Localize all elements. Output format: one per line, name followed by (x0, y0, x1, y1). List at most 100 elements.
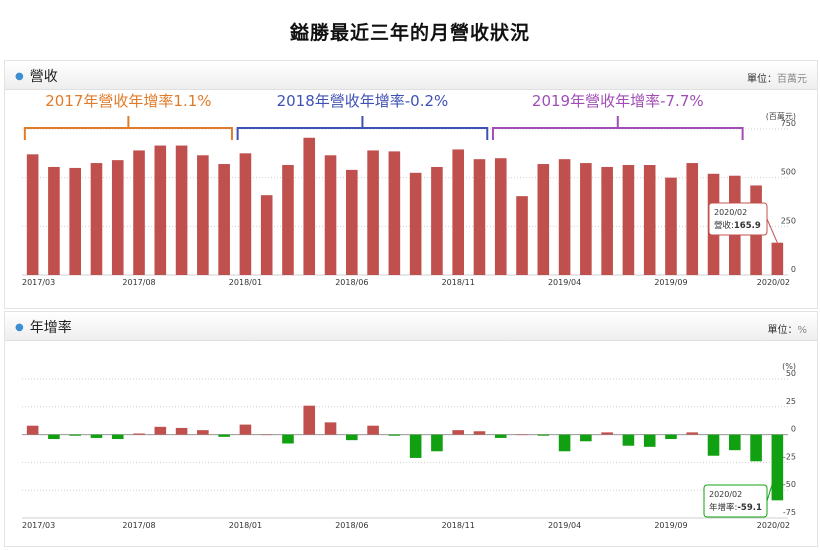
revenue-bar (175, 145, 188, 275)
growth-bar (409, 434, 422, 458)
growth-tooltip: 2020/02 年增率:-59.1 (703, 467, 778, 518)
revenue-y-tick-label: 250 (781, 216, 796, 225)
tooltip-box (703, 484, 768, 518)
growth-y-axis-label: (%) (782, 362, 796, 371)
growth-bar (601, 432, 613, 435)
growth-unit-label: 單位：% (767, 325, 807, 336)
revenue-x-tick-label: 2017/03 (22, 278, 55, 287)
growth-chart: -75 -50 -25 0 25 50(%) 2017/03 2017/08 2018/01 20… (22, 362, 796, 530)
growth-bar (622, 434, 635, 446)
revenue-x-tick-label: 2019/09 (654, 278, 687, 287)
growth-bar (750, 434, 762, 462)
revenue-bar (197, 155, 209, 275)
growth-bar (239, 424, 252, 435)
revenue-bar (367, 150, 379, 275)
revenue-x-tick-label: 2020/02 (757, 278, 790, 287)
annotation-bracket (236, 116, 489, 140)
revenue-x-tick-label: 2018/06 (335, 278, 368, 287)
growth-bar (303, 405, 316, 435)
annotation-label: 2018年營收年增率-0.2% (277, 92, 449, 110)
revenue-bar (111, 160, 124, 275)
growth-x-tick-label: 2018/11 (442, 521, 475, 530)
revenue-bar (622, 165, 635, 275)
revenue-x-tick-label: 2019/04 (548, 278, 581, 287)
page-title: 鎰勝最近三年的月營收狀況 (289, 22, 530, 44)
growth-x-tick-label: 2020/02 (757, 521, 790, 530)
revenue-bar (771, 242, 784, 275)
revenue-bar (473, 159, 486, 275)
tooltip-value: 營收:165.9 (714, 220, 761, 231)
revenue-bar (324, 155, 337, 275)
growth-bar (558, 434, 571, 452)
revenue-tooltip: 2020/02 營收:165.9 (708, 202, 778, 243)
growth-bar (282, 434, 294, 444)
revenue-bar (90, 163, 103, 275)
growth-bar (90, 434, 103, 438)
revenue-bar (537, 164, 550, 275)
revenue-y-axis-label: (百萬元) (766, 111, 796, 121)
revenue-bar (133, 150, 145, 275)
growth-y-tick-label: 50 (786, 369, 796, 378)
revenue-bar (69, 167, 81, 275)
growth-bar (388, 434, 401, 436)
revenue-y-tick-label: 500 (781, 168, 796, 177)
growth-bar (473, 431, 486, 435)
growth-bar (175, 427, 188, 435)
tooltip-pointer (766, 467, 778, 502)
revenue-bar (48, 166, 60, 275)
tooltip-pointer (766, 218, 778, 243)
growth-x-tick-label: 2017/03 (22, 521, 55, 530)
growth-x-tick-label: 2017/08 (122, 521, 155, 530)
growth-panel-title: ● 年增率 (15, 320, 72, 336)
revenue-bar (516, 196, 528, 275)
growth-bar (452, 430, 464, 435)
revenue-bar (303, 137, 316, 275)
growth-bar (218, 434, 230, 437)
revenue-x-tick-label: 2018/11 (442, 278, 475, 287)
growth-bar (346, 434, 358, 441)
growth-bar (133, 433, 145, 435)
revenue-chart: 0 250 500 750(百萬元) 2017/03 2017/08 2018/01 2018… (22, 111, 796, 287)
bullet-icon: ● (15, 71, 24, 82)
growth-bar (260, 434, 273, 436)
revenue-bar (452, 149, 464, 275)
growth-bar (580, 434, 592, 442)
growth-x-tick-label: 2018/01 (229, 521, 262, 530)
revenue-bar (218, 164, 230, 275)
growth-bar (48, 434, 60, 440)
revenue-bar (239, 153, 252, 275)
growth-bar (771, 434, 784, 501)
growth-bar (643, 434, 656, 447)
growth-bar (686, 432, 699, 435)
tooltip-box (708, 202, 768, 236)
revenue-panel-title: ● 營收 (15, 69, 58, 85)
growth-panel-header: ● 年增率 單位：% (5, 312, 817, 341)
growth-bar (729, 434, 741, 451)
year-annotation-3: 2019年營收年增率-7.7% (491, 92, 744, 140)
annotation-bracket (23, 116, 233, 140)
growth-x-tick-label: 2019/09 (654, 521, 687, 530)
growth-bar (69, 434, 81, 436)
growth-bar (26, 425, 39, 435)
revenue-bar (580, 163, 592, 275)
annotation-label: 2017年營收年增率1.1% (45, 92, 211, 110)
revenue-bar (431, 166, 443, 275)
revenue-y-tick-label: 750 (781, 119, 796, 128)
revenue-bar (260, 195, 273, 275)
growth-bar (707, 434, 720, 456)
revenue-bar (601, 166, 613, 275)
growth-bar (197, 430, 209, 435)
revenue-panel-header: ● 營收 單位：百萬元 (5, 61, 817, 90)
growth-bar (111, 434, 124, 440)
annotation-bracket (491, 116, 744, 140)
growth-x-tick-label: 2019/04 (548, 521, 581, 530)
revenue-bar (558, 159, 571, 275)
growth-bar (154, 426, 167, 435)
growth-panel: ● 年增率 單位：% (4, 311, 818, 547)
growth-bar (516, 434, 528, 436)
revenue-bar (388, 151, 401, 275)
growth-y-tick-label: 0 (791, 425, 796, 434)
tooltip-date: 2020/02 (709, 490, 742, 499)
revenue-unit-label: 單位：百萬元 (747, 74, 807, 85)
